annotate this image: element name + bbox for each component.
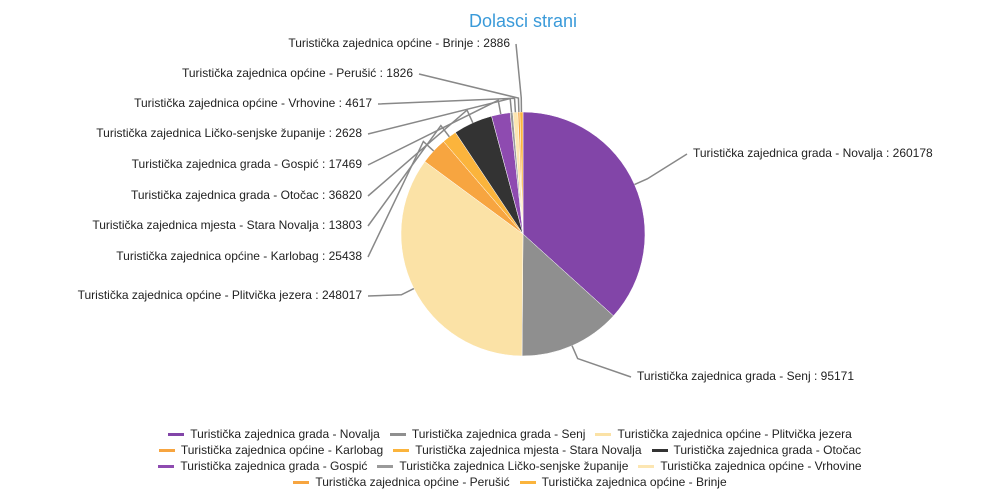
legend-label: Turistička zajednica grada - Senj: [411, 427, 586, 441]
legend-item[interactable]: Turistička zajednica mjesta - Stara Nova…: [393, 442, 642, 458]
connector: [367, 124, 450, 227]
legend-label: Turistička zajednica grada - Novalja: [190, 427, 380, 441]
legend-swatch: [389, 432, 406, 436]
data-label: Turistička zajednica općine - Vrhovine :…: [134, 96, 372, 110]
data-label: Turistička zajednica grada - Gospić : 17…: [132, 157, 363, 171]
chart: Dolasci strani Turistička zajednica grad…: [78, 11, 933, 383]
legend: Turistička zajednica grada - Novalja Turi…: [50, 426, 970, 490]
data-label: Turistička zajednica općine - Perušić : …: [182, 66, 413, 80]
connector: [367, 287, 415, 297]
legend-item[interactable]: Turistička zajednica općine - Karlobag: [158, 442, 384, 458]
legend-item[interactable]: Turistička zajednica općine - Brinje: [519, 474, 727, 490]
legend-item[interactable]: Turistička zajednica grada - Gospić: [158, 458, 367, 474]
chart-title: Dolasci strani: [469, 11, 577, 31]
legend-swatch: [293, 480, 310, 484]
data-label: Turistička zajednica grada - Novalja : 2…: [693, 146, 933, 160]
legend-item[interactable]: Turistička zajednica Ličko-senjske župan…: [377, 458, 628, 474]
legend-swatch: [168, 432, 185, 436]
legend-swatch: [638, 464, 655, 468]
legend-item[interactable]: Turistička zajednica općine - Plitvička …: [595, 426, 852, 442]
legend-swatch: [158, 448, 175, 452]
connector: [515, 43, 523, 113]
data-label: Turistička zajednica grada - Senj : 9517…: [637, 369, 854, 383]
legend-label: Turistička zajednica grada - Otočac: [673, 443, 862, 457]
data-label: Turistička zajednica općine - Brinje : 2…: [288, 36, 510, 50]
connector: [367, 99, 502, 166]
legend-label: Turistička zajednica općine - Vrhovine: [660, 459, 862, 473]
legend-label: Turistička zajednica općine - Plitvička …: [617, 427, 852, 441]
legend-swatch: [519, 480, 536, 484]
legend-swatch: [651, 448, 668, 452]
connector: [571, 345, 632, 378]
legend-item[interactable]: Turistička zajednica općine - Vrhovine: [638, 458, 862, 474]
data-label: Turistička zajednica grada - Otočac : 36…: [131, 188, 362, 202]
legend-swatch: [158, 464, 175, 468]
data-label: Turistička zajednica općine - Plitvička …: [78, 288, 363, 302]
legend-label: Turistička zajednica općine - Perušić: [315, 475, 510, 489]
legend-item[interactable]: Turistička zajednica grada - Otočac: [651, 442, 862, 458]
pie-slice: [521, 233, 614, 357]
legend-label: Turistička zajednica općine - Brinje: [541, 475, 727, 489]
legend-swatch: [595, 432, 612, 436]
pie-slice: [522, 111, 646, 317]
legend-label: Turistička zajednica Ličko-senjske župan…: [399, 459, 629, 473]
connector: [367, 140, 435, 258]
legend-swatch: [393, 448, 410, 452]
connector: [418, 73, 520, 113]
data-label: Turistička zajednica Ličko-senjske župan…: [96, 126, 362, 140]
connector: [377, 97, 517, 113]
pie-slice: [519, 111, 524, 235]
legend-label: Turistička zajednica grada - Gospić: [180, 459, 368, 473]
legend-item[interactable]: Turistička zajednica grada - Senj: [389, 426, 586, 442]
legend-item[interactable]: Turistička zajednica grada - Novalja: [168, 426, 380, 442]
legend-label: Turistička zajednica mjesta - Stara Nova…: [415, 443, 642, 457]
legend-swatch: [377, 464, 394, 468]
data-label: Turistička zajednica mjesta - Stara Nova…: [92, 218, 362, 232]
legend-label: Turistička zajednica općine - Karlobag: [180, 443, 384, 457]
legend-item[interactable]: Turistička zajednica općine - Perušić: [293, 474, 510, 490]
connector: [634, 153, 688, 186]
data-label: Turistička zajednica općine - Karlobag :…: [116, 249, 362, 263]
